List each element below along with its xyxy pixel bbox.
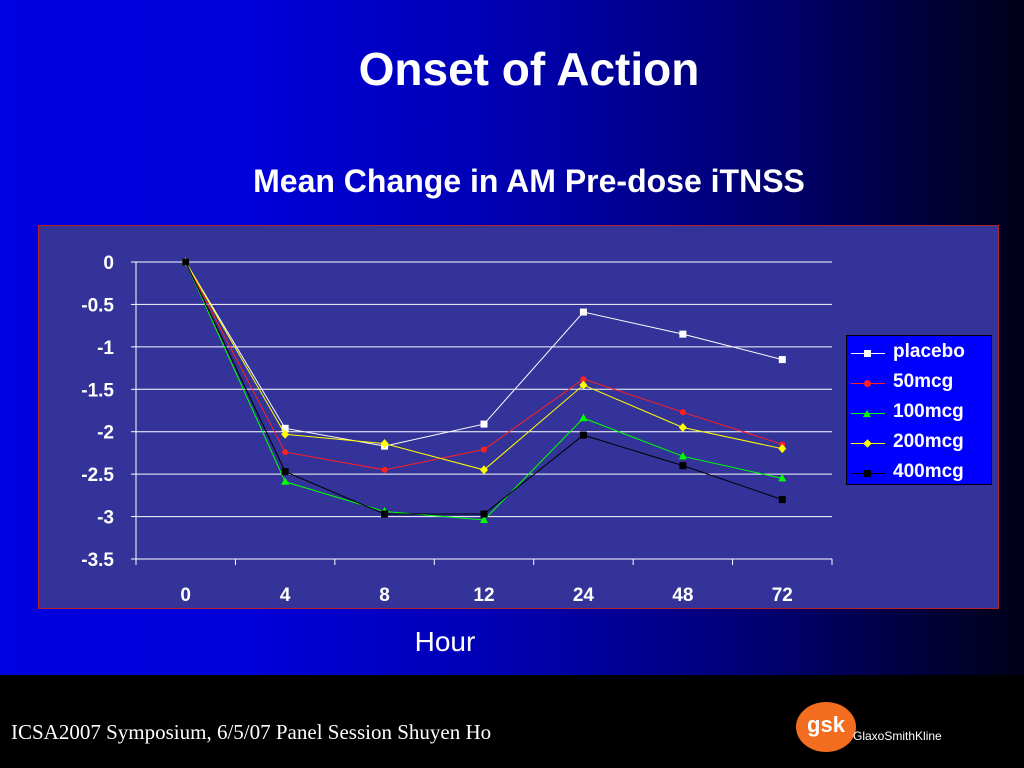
legend-item: 100mcg — [847, 399, 993, 429]
y-tick-label: -3 — [97, 508, 114, 529]
data-point-placebo — [579, 308, 587, 316]
data-point-100mcg — [480, 515, 488, 523]
legend-item: 400mcg — [847, 459, 993, 489]
data-point-200mcg — [281, 429, 290, 439]
data-point-400mcg — [480, 510, 488, 518]
data-point-400mcg — [182, 258, 190, 266]
legend-label: 400mcg — [893, 461, 964, 482]
data-point-50mcg — [679, 409, 686, 416]
data-point-200mcg — [579, 380, 588, 390]
data-point-placebo — [480, 420, 488, 428]
chart-subtitle: Mean Change in AM Pre-dose iTNSS — [253, 163, 805, 199]
x-tick-label: 24 — [573, 585, 595, 606]
data-point-200mcg — [380, 439, 389, 449]
data-point-placebo — [778, 356, 786, 364]
data-point-400mcg — [778, 496, 786, 504]
data-point-400mcg — [679, 462, 687, 470]
y-tick-label: -0.5 — [81, 295, 114, 316]
legend-label: 50mcg — [893, 371, 954, 392]
y-tick-label: -1 — [97, 338, 114, 359]
legend-marker — [864, 350, 871, 357]
logo-text: gsk — [807, 712, 846, 737]
x-tick-label: 0 — [180, 585, 191, 606]
series-line-200mcg — [185, 261, 783, 471]
data-point-50mcg — [481, 446, 487, 453]
legend-item: placebo — [847, 339, 993, 369]
data-point-100mcg — [778, 473, 787, 482]
legend-marker — [863, 439, 872, 448]
legend-item: 50mcg — [847, 369, 993, 399]
slide-title: Onset of Action — [358, 43, 700, 95]
data-point-100mcg — [579, 413, 588, 422]
series-line-50mcg — [185, 261, 783, 471]
chart-legend: placebo 50mcg 100mcg 200mcg 400mcg — [846, 335, 992, 485]
series-line-100mcg — [185, 261, 783, 521]
data-point-200mcg — [778, 444, 787, 454]
x-tick-label: 48 — [672, 585, 693, 606]
data-point-placebo — [281, 424, 289, 432]
y-tick-label: -3.5 — [81, 550, 114, 571]
y-tick-label: -1.5 — [81, 380, 114, 401]
data-point-400mcg — [381, 510, 389, 518]
data-point-50mcg — [381, 466, 388, 473]
x-axis-label: Hour — [414, 626, 476, 657]
series-line-400mcg — [185, 261, 783, 515]
data-point-50mcg — [282, 449, 289, 456]
legend-label: placebo — [893, 341, 965, 362]
data-point-100mcg — [281, 477, 290, 485]
line-chart: 0-0.5-1-1.5-2-2.5-3-3.50 4 8 12 24 48 72 — [81, 253, 833, 606]
footer-bar: ICSA2007 Symposium, 6/5/07 Panel Session… — [0, 675, 1024, 768]
data-point-400mcg — [281, 468, 289, 476]
series-line-placebo — [185, 261, 783, 447]
legend-label: 100mcg — [893, 401, 964, 422]
data-point-200mcg — [678, 422, 687, 432]
company-name: GlaxoSmithKline — [853, 729, 942, 743]
legend-label: 200mcg — [893, 431, 964, 452]
data-point-50mcg — [580, 376, 587, 383]
y-tick-label: 0 — [103, 253, 114, 274]
legend-item: 200mcg — [847, 429, 993, 459]
data-point-placebo — [679, 330, 687, 338]
x-tick-label: 72 — [772, 585, 793, 606]
data-point-400mcg — [579, 431, 587, 439]
y-tick-label: -2.5 — [81, 465, 114, 486]
footer-text: ICSA2007 Symposium, 6/5/07 Panel Session… — [11, 720, 492, 744]
y-tick-label: -2 — [97, 423, 114, 444]
x-tick-label: 8 — [379, 585, 390, 606]
legend-marker — [864, 470, 871, 477]
slide-background: Onset of Action Mean Change in AM Pre-do… — [0, 0, 1024, 675]
data-point-200mcg — [480, 465, 488, 475]
legend-marker — [864, 380, 871, 387]
gsk-logo-icon: gsk — [796, 702, 856, 752]
data-point-100mcg — [678, 451, 687, 460]
legend-marker — [863, 410, 871, 417]
x-tick-label: 4 — [280, 585, 291, 606]
x-tick-label: 12 — [473, 585, 494, 606]
